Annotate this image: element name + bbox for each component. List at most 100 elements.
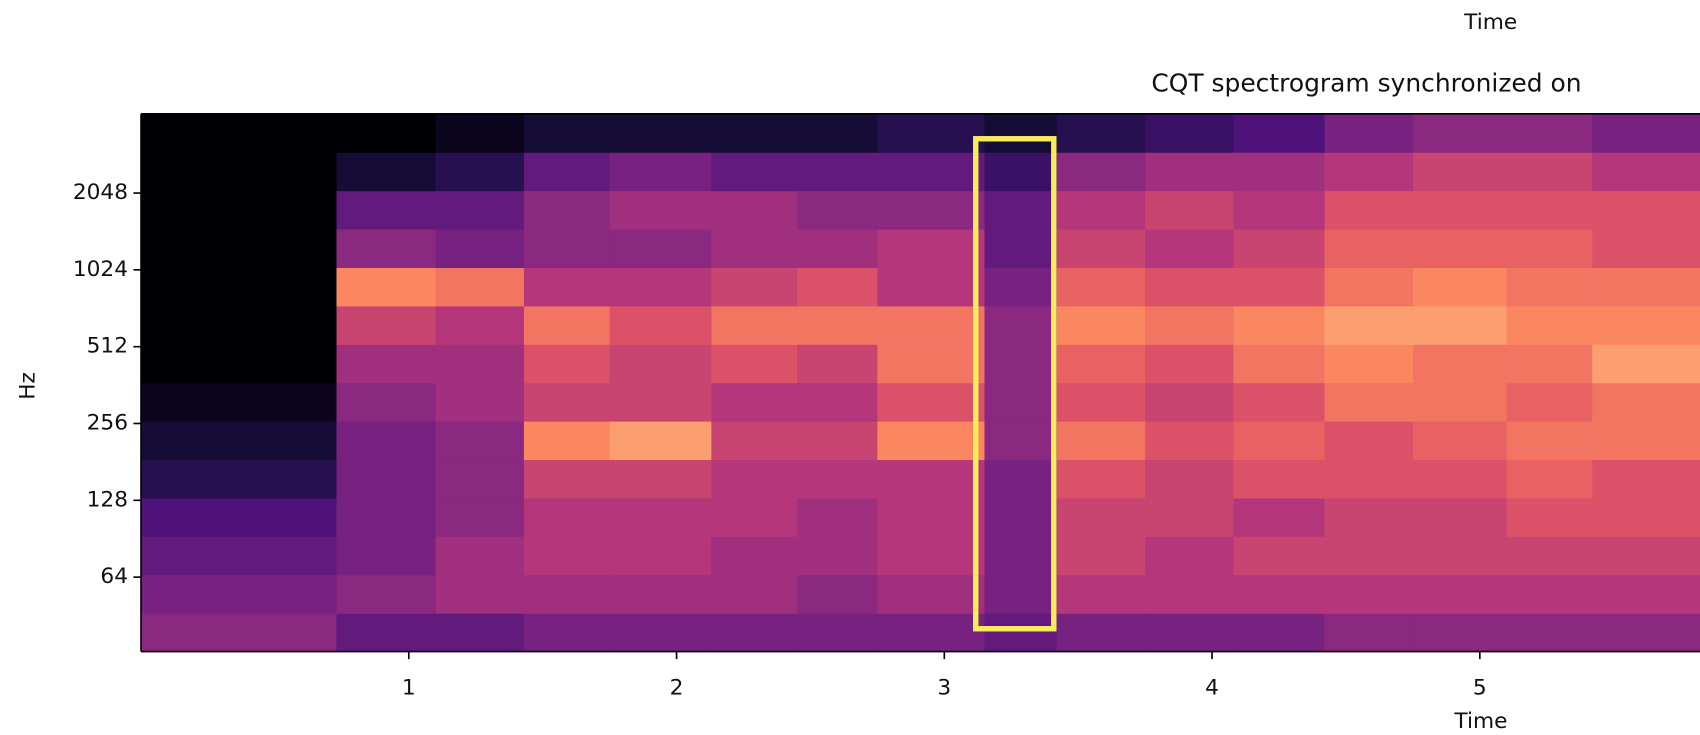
cell <box>1233 382 1326 422</box>
cell <box>1056 190 1146 230</box>
cell <box>1233 574 1326 614</box>
cell <box>1233 613 1326 653</box>
cell <box>1324 459 1414 499</box>
cell <box>1324 536 1414 576</box>
cell <box>609 267 712 307</box>
cell <box>711 382 798 422</box>
cell <box>1592 497 1700 537</box>
cell <box>1592 152 1700 192</box>
cell <box>1056 305 1146 345</box>
cell <box>797 152 878 192</box>
cell <box>1324 267 1414 307</box>
cell <box>1056 574 1146 614</box>
cell <box>1233 459 1326 499</box>
cell <box>336 574 437 614</box>
x-axis-label: Time <box>1453 709 1507 734</box>
cell <box>609 536 712 576</box>
cell <box>609 305 712 345</box>
cell <box>1592 305 1700 345</box>
cell <box>523 267 611 307</box>
cell <box>1412 190 1508 230</box>
x-tick-label: 1 <box>402 675 416 700</box>
cell <box>523 613 611 653</box>
cell <box>711 113 798 153</box>
cell <box>1233 267 1326 307</box>
cell <box>1233 229 1326 268</box>
axes: 1 2 3 4 5 64 128 256 512 1024 2048 <box>73 113 1700 700</box>
cell <box>1145 305 1235 345</box>
cell <box>435 305 525 345</box>
cell <box>141 152 338 192</box>
cell <box>1592 574 1700 614</box>
cell <box>1506 113 1593 153</box>
cell <box>1056 459 1146 499</box>
cell <box>1233 190 1326 230</box>
cell <box>711 497 798 537</box>
cell <box>711 421 798 461</box>
cell <box>1324 152 1414 192</box>
cell <box>609 344 712 384</box>
cell <box>1412 305 1508 345</box>
cell <box>336 229 437 268</box>
cell <box>711 613 798 653</box>
cell <box>336 421 437 461</box>
cell <box>1592 267 1700 307</box>
cell <box>1592 382 1700 422</box>
cell <box>797 113 878 153</box>
cell <box>1592 536 1700 576</box>
cell <box>1324 613 1414 653</box>
cell <box>435 536 525 576</box>
cell <box>711 267 798 307</box>
cell <box>1412 382 1508 422</box>
cell <box>435 152 525 192</box>
cell <box>984 382 1058 422</box>
cell <box>877 152 986 192</box>
cell <box>141 421 338 461</box>
y-tick-label: 128 <box>87 487 128 512</box>
cell <box>609 152 712 192</box>
cell <box>1324 113 1414 153</box>
y-tick-label: 2048 <box>73 180 128 205</box>
cell <box>797 536 878 576</box>
cell <box>984 421 1058 461</box>
cell <box>336 536 437 576</box>
cell <box>1324 344 1414 384</box>
y-tick-label: 1024 <box>73 257 128 282</box>
cell <box>141 305 338 345</box>
cell <box>523 152 611 192</box>
cell <box>1233 344 1326 384</box>
cell <box>797 382 878 422</box>
cell <box>1056 113 1146 153</box>
x-tick-label: 2 <box>670 675 684 700</box>
cell <box>877 421 986 461</box>
cell <box>523 344 611 384</box>
cell <box>984 190 1058 230</box>
cell <box>1233 497 1326 537</box>
y-axis-label: Hz <box>15 372 40 400</box>
cell <box>1145 382 1235 422</box>
cell <box>984 152 1058 192</box>
cell <box>797 574 878 614</box>
cell <box>984 305 1058 345</box>
cell <box>1506 459 1593 499</box>
cell <box>1412 574 1508 614</box>
cell <box>609 113 712 153</box>
cell <box>336 190 437 230</box>
cell <box>984 267 1058 307</box>
cell <box>1145 613 1235 653</box>
cell <box>1412 152 1508 192</box>
cell <box>336 152 437 192</box>
cell <box>1145 190 1235 230</box>
x-tick-label: 5 <box>1473 675 1487 700</box>
cell <box>1412 113 1508 153</box>
cell <box>877 613 986 653</box>
cell <box>984 344 1058 384</box>
cell <box>797 497 878 537</box>
cell <box>609 497 712 537</box>
cell <box>141 190 338 230</box>
cell <box>435 421 525 461</box>
cell <box>1592 344 1700 384</box>
x-tick-label: 3 <box>937 675 951 700</box>
cell <box>711 229 798 268</box>
cell <box>523 459 611 499</box>
